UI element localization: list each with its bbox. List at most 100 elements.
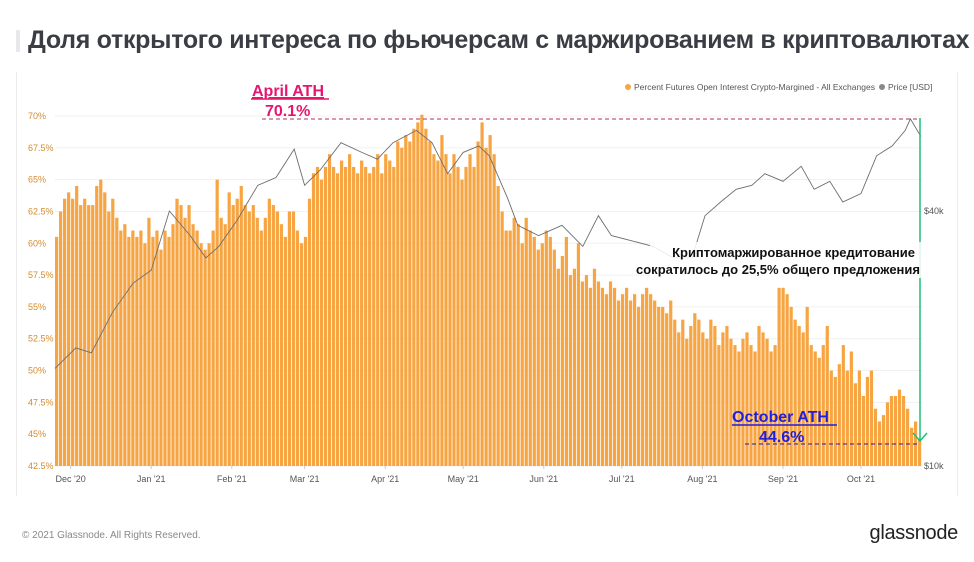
bar — [408, 141, 412, 467]
bar — [275, 211, 279, 466]
bar — [709, 319, 713, 466]
y-tick-label: 60% — [28, 238, 46, 248]
bar — [797, 326, 801, 466]
bar — [175, 198, 179, 466]
bar — [135, 236, 139, 466]
bar — [677, 332, 681, 466]
bar — [291, 211, 296, 466]
bar — [267, 198, 271, 466]
bar — [315, 166, 320, 466]
bar — [544, 230, 548, 466]
bar — [95, 186, 99, 466]
bar — [881, 415, 886, 466]
bar — [524, 217, 528, 466]
bar — [179, 205, 183, 466]
bar — [809, 345, 813, 466]
bar — [548, 236, 552, 466]
bar — [540, 243, 544, 466]
y2-tick-label: $40k — [924, 206, 944, 216]
bar — [500, 211, 504, 466]
bar — [564, 236, 568, 466]
chart-panel — [16, 72, 958, 496]
bar — [633, 294, 637, 466]
note-line-2: сократилось до 25,5% общего предложения — [636, 262, 920, 277]
bar — [159, 249, 163, 466]
bar — [424, 128, 428, 466]
bar — [444, 154, 448, 466]
bar — [223, 224, 227, 466]
bar — [356, 173, 360, 467]
bar — [649, 294, 653, 466]
bar — [785, 294, 789, 466]
bar — [805, 306, 809, 466]
bar — [889, 396, 894, 466]
bar — [396, 141, 400, 467]
bar — [364, 166, 368, 466]
bar — [917, 439, 922, 466]
arrow-head-icon — [912, 432, 928, 443]
bar — [532, 236, 536, 466]
bar — [348, 154, 352, 466]
bar — [516, 224, 520, 466]
bar — [480, 122, 484, 466]
x-tick-label: Feb '21 — [217, 474, 247, 484]
bar — [472, 166, 476, 466]
bar — [231, 205, 235, 466]
bar — [239, 186, 243, 466]
bar — [295, 230, 300, 466]
bar — [909, 427, 914, 466]
bar — [713, 326, 717, 466]
bar — [191, 224, 195, 466]
bar — [572, 268, 577, 466]
bar — [55, 236, 59, 466]
bar — [440, 135, 444, 466]
bar — [905, 408, 910, 466]
bar — [741, 338, 745, 466]
y-tick-label: 70% — [28, 111, 46, 121]
bar — [404, 135, 408, 466]
bar — [789, 306, 793, 466]
bar — [215, 179, 219, 467]
legend-oi: Percent Futures Open Interest Crypto-Mar… — [634, 82, 875, 92]
bar — [151, 236, 155, 466]
bar — [608, 281, 613, 466]
bar — [604, 294, 609, 466]
y-tick-label: 57.5% — [28, 270, 54, 280]
bar — [235, 198, 239, 466]
bar — [508, 230, 512, 466]
bar — [556, 268, 560, 466]
bar — [536, 249, 540, 466]
bar — [717, 345, 721, 466]
bar — [327, 154, 332, 466]
bar — [103, 192, 107, 466]
bar — [492, 154, 496, 466]
bar — [331, 166, 336, 466]
y-tick-label: 52.5% — [28, 334, 54, 344]
bar — [821, 345, 825, 466]
x-tick-label: May '21 — [448, 474, 479, 484]
bar — [263, 217, 267, 466]
bar — [107, 211, 111, 466]
bar — [67, 192, 71, 466]
bar — [171, 224, 175, 466]
bar — [689, 326, 693, 466]
x-tick-label: Dec '20 — [55, 474, 85, 484]
bar — [247, 211, 251, 466]
bar — [131, 230, 135, 466]
bar — [299, 243, 304, 466]
bar — [669, 300, 673, 466]
bar — [853, 383, 857, 466]
y-tick-label: 62.5% — [28, 206, 54, 216]
bar — [155, 230, 159, 466]
bar — [460, 179, 464, 467]
bar — [203, 249, 207, 466]
bar — [897, 389, 902, 466]
bar — [380, 173, 384, 467]
bar — [115, 217, 119, 466]
bar — [464, 166, 468, 466]
x-tick-label: Oct '21 — [847, 474, 875, 484]
bar — [697, 319, 701, 466]
bar — [147, 217, 151, 466]
